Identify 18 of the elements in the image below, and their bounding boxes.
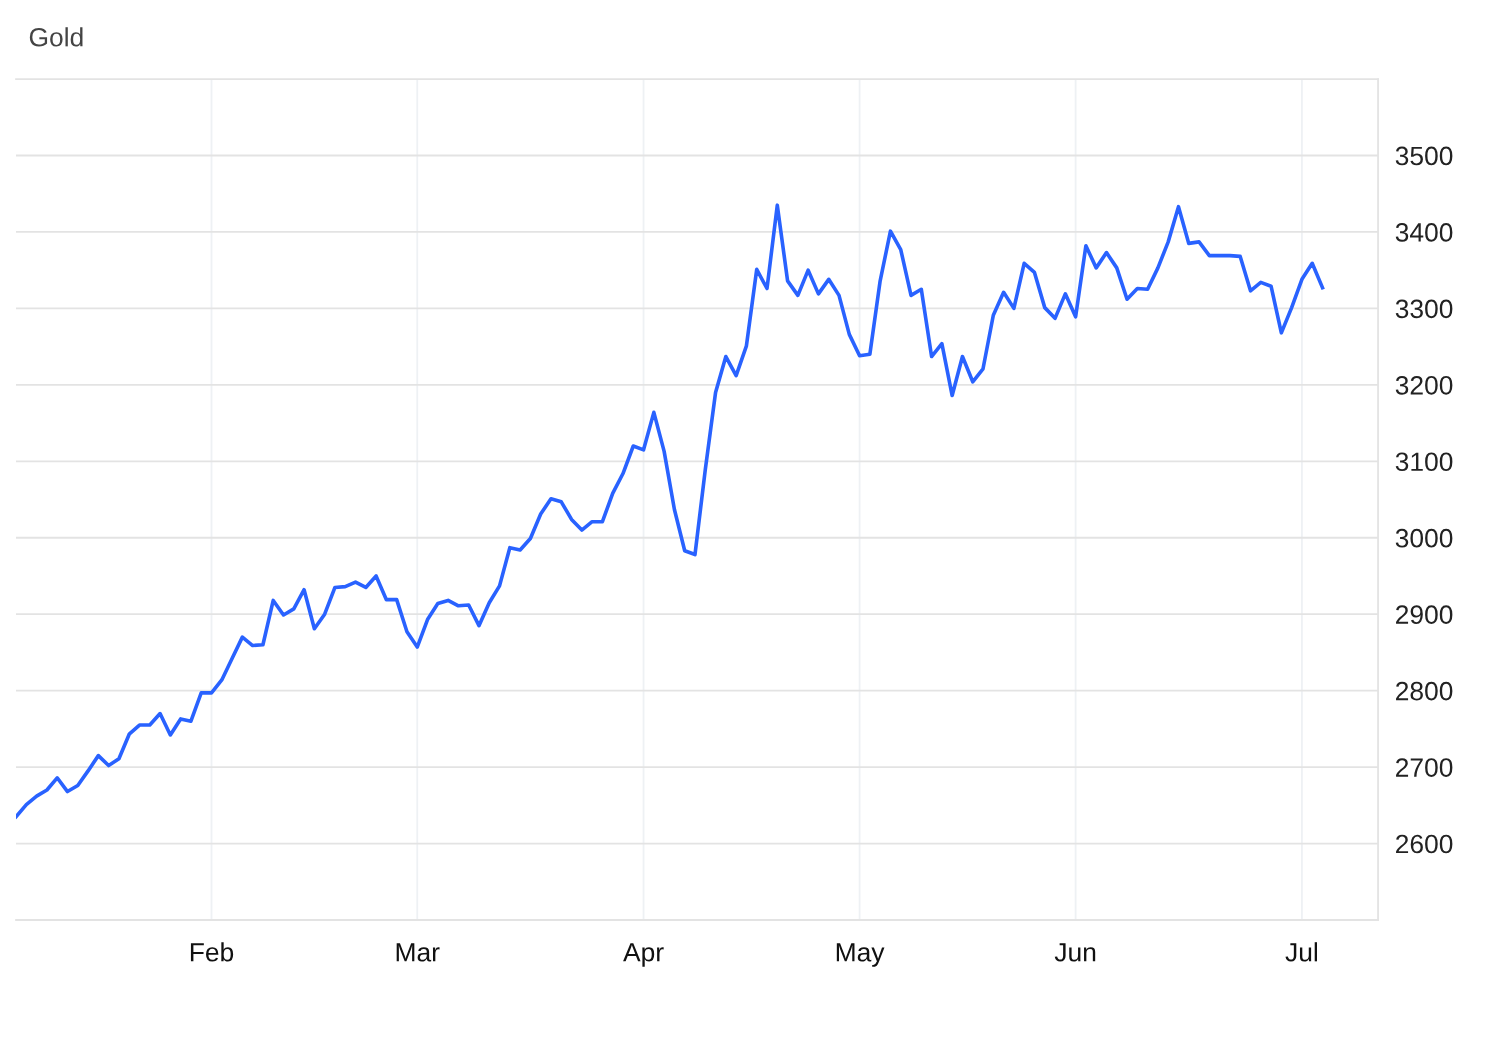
y-tick-label: 3000 [1395, 528, 1453, 548]
y-tick-label: 2700 [1396, 758, 1453, 777]
y-tick-label: 3100 [1395, 452, 1453, 472]
chart-title: Gold [29, 27, 83, 47]
y-tick-label: 3500 [1395, 146, 1453, 166]
x-tick-label: Apr [623, 943, 664, 967]
y-tick-label: 2600 [1396, 834, 1453, 854]
x-tick-label: Feb [190, 942, 234, 962]
y-tick-label: 3400 [1395, 223, 1453, 242]
y-tick-label: 2900 [1396, 605, 1453, 625]
x-tick-label: Mar [396, 943, 440, 962]
x-tick-label: Jul [1285, 942, 1318, 962]
y-tick-label: 3300 [1395, 299, 1453, 319]
y-tick-label: 3200 [1395, 375, 1453, 395]
x-tick-label: Jun [1054, 943, 1096, 962]
line-series [16, 203, 1325, 819]
x-tick-label: May [836, 943, 885, 967]
y-tick-label: 2800 [1396, 681, 1453, 701]
